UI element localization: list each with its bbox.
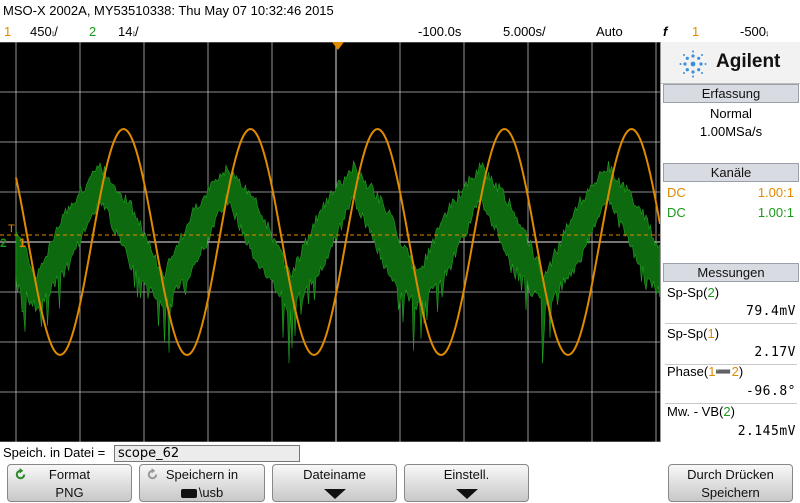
softkey-label: Einstell. — [443, 467, 490, 482]
channels-header: Kanäle — [663, 163, 799, 182]
acquisition-header: Erfassung — [663, 84, 799, 103]
softkey-label: Durch Drücken — [687, 467, 774, 482]
status-bar: 1 450⨾/ 2 14⨾/ -100.0s 5.000s/ Auto f 1 … — [0, 22, 800, 42]
measurement-label: Mw. - VB(2) — [667, 404, 735, 419]
ch2-ground-marker: 2 — [0, 236, 7, 250]
softkey-bar: Format PNG Speichern in \usb Dateiname E… — [0, 463, 800, 503]
logo-text: Agilent — [716, 51, 781, 72]
softkey-value: Speichern — [701, 485, 760, 500]
save-to-softkey[interactable]: Speichern in \usb — [139, 464, 265, 502]
ch1-scale: 450⨾/ — [30, 24, 58, 39]
ch1-number: 1 — [4, 24, 12, 39]
ch1-waveform — [15, 127, 660, 357]
trigger-source: 1 — [692, 24, 700, 39]
softkey-value: \usb — [140, 485, 264, 500]
trigger-level-marker: T — [8, 223, 15, 235]
measurement-value: 79.4mV — [746, 304, 796, 319]
softkey-label: Speichern in — [165, 467, 239, 482]
trigger-position-marker — [332, 42, 344, 50]
ch1-probe: 1.00:1 — [757, 185, 794, 200]
filename-softkey[interactable]: Dateiname — [272, 464, 397, 502]
ch2-number: 2 — [89, 24, 97, 39]
press-to-save-softkey[interactable]: Durch Drücken Speichern — [668, 464, 793, 502]
refresh-icon — [147, 468, 158, 480]
ch1-coupling: DC — [667, 185, 686, 200]
side-panel: Agilent Erfassung Normal 1.00MSa/s Kanäl… — [660, 42, 800, 442]
arrow-down-icon — [323, 489, 346, 499]
acquisition-mode: Normal — [710, 106, 752, 121]
agilent-spark-icon — [679, 50, 707, 78]
ch2-coupling: DC — [667, 205, 686, 220]
trigger-level: -500⨾ — [740, 24, 769, 39]
softkey-label: Dateiname — [303, 467, 366, 482]
measurement-value: -96.8° — [746, 384, 796, 399]
settings-softkey[interactable]: Einstell. — [404, 464, 529, 502]
trigger-mode: Auto — [596, 24, 623, 39]
softkey-value: PNG — [55, 485, 84, 500]
time-scale: 5.000s/ — [503, 24, 546, 39]
ch2-probe: 1.00:1 — [757, 205, 794, 220]
window-title: MSO-X 2002A, MY53510338: Thu May 07 10:3… — [0, 0, 800, 22]
measurements-header: Messungen — [663, 263, 799, 282]
format-softkey[interactable]: Format PNG — [7, 464, 132, 502]
measurement-label: Sp-Sp(1) — [667, 326, 720, 341]
measurement-value: 2.17V — [754, 345, 796, 360]
refresh-icon — [15, 468, 26, 480]
usb-drive-icon — [180, 489, 197, 499]
measurement-label: Sp-Sp(2) — [667, 285, 720, 300]
ch2-waveform — [15, 159, 660, 364]
waveform-graticule: T 2 1 — [0, 42, 660, 442]
ch1-ground-marker: 1 — [19, 236, 26, 250]
acquisition-rate: 1.00MSa/s — [699, 124, 763, 139]
arrow-down-icon — [455, 489, 478, 499]
measurement-label: Phase(1➖2) — [667, 364, 744, 379]
trigger-edge-icon: f — [663, 24, 668, 39]
ch2-scale: 14⨾/ — [118, 24, 139, 39]
save-file-row: Speich. in Datei = scope_62 — [0, 443, 660, 463]
softkey-label: Format — [48, 467, 91, 482]
save-file-label: Speich. in Datei = — [3, 445, 106, 460]
agilent-logo: Agilent — [661, 42, 800, 84]
waveform-display[interactable]: T 2 1 — [0, 42, 660, 442]
time-delay: -100.0s — [418, 24, 462, 39]
filename-field[interactable]: scope_62 — [114, 445, 300, 462]
measurement-value: 2.145mV — [737, 424, 796, 439]
